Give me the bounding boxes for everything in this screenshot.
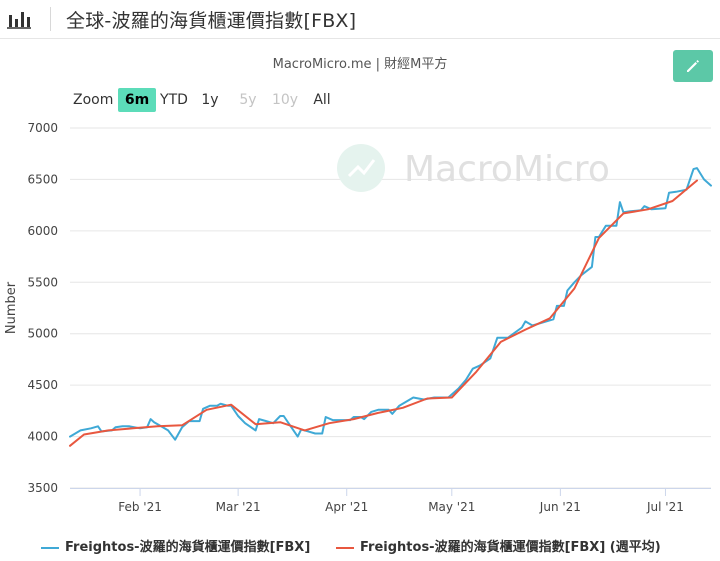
x-tick-label: Jul '21 bbox=[646, 500, 684, 514]
legend-swatch bbox=[336, 546, 354, 549]
chart-container: 3500 4000 4500 5000 5500 6000 6500 7000 Number Fe… bbox=[0, 39, 720, 561]
header-bar: 全球-波羅的海貨櫃運價指數[FBX] bbox=[0, 0, 720, 39]
edit-button[interactable] bbox=[673, 50, 713, 82]
y-tick-label: 3500 bbox=[27, 481, 58, 495]
x-tick-label: Mar '21 bbox=[216, 500, 261, 514]
chart-legend: Freightos-波羅的海貨櫃運價指數[FBX] Freightos-波羅的海… bbox=[0, 528, 720, 558]
x-tick-label: May '21 bbox=[428, 500, 475, 514]
legend-swatch bbox=[41, 546, 59, 549]
zoom-1y-button[interactable]: 1y bbox=[201, 92, 219, 108]
zoom-5y-button[interactable]: 5y bbox=[239, 92, 257, 108]
y-tick-label: 7000 bbox=[27, 121, 58, 135]
y-tick-label: 5000 bbox=[27, 327, 58, 341]
legend-item-fbx-weekly-average[interactable]: Freightos-波羅的海貨櫃運價指數[FBX] (週平均) bbox=[336, 536, 661, 555]
x-tick-label: Jun '21 bbox=[539, 500, 581, 514]
x-tick-label: Apr '21 bbox=[325, 500, 368, 514]
series-line-fbx-weekly-average bbox=[69, 179, 698, 447]
header-separator bbox=[50, 7, 51, 31]
y-tick-label: 6500 bbox=[27, 172, 58, 186]
zoom-all-button[interactable]: All bbox=[313, 92, 331, 108]
watermark-logo-mark bbox=[347, 159, 376, 178]
legend-label: Freightos-波羅的海貨櫃運價指數[FBX] (週平均) bbox=[360, 540, 661, 555]
y-tick-label: 4500 bbox=[27, 378, 58, 392]
chart-subtitle: MacroMicro.me | 財經M平方 bbox=[272, 57, 448, 72]
y-tick-label: 6000 bbox=[27, 224, 58, 238]
zoom-label: Zoom bbox=[73, 92, 114, 108]
zoom-6m-button[interactable]: 6m bbox=[118, 88, 156, 112]
x-tick-label: Feb '21 bbox=[118, 500, 162, 514]
bar-chart-icon bbox=[7, 12, 31, 29]
zoom-10y-button[interactable]: 10y bbox=[271, 92, 299, 108]
line-chart: 3500 4000 4500 5000 5500 6000 6500 7000 Number Fe… bbox=[4, 121, 712, 514]
series-line-fbx bbox=[69, 167, 712, 441]
y-tick-label: 5500 bbox=[27, 275, 58, 289]
legend-item-fbx[interactable]: Freightos-波羅的海貨櫃運價指數[FBX] bbox=[41, 536, 310, 555]
y-tick-label: 4000 bbox=[27, 430, 58, 444]
zoom-ytd-button[interactable]: YTD bbox=[160, 92, 188, 108]
legend-label: Freightos-波羅的海貨櫃運價指數[FBX] bbox=[65, 540, 311, 555]
watermark-text: MacroMicro bbox=[404, 149, 610, 190]
pencil-icon bbox=[687, 60, 699, 72]
y-axis-label: Number bbox=[4, 281, 19, 334]
page-title: 全球-波羅的海貨櫃運價指數[FBX] bbox=[66, 10, 357, 32]
